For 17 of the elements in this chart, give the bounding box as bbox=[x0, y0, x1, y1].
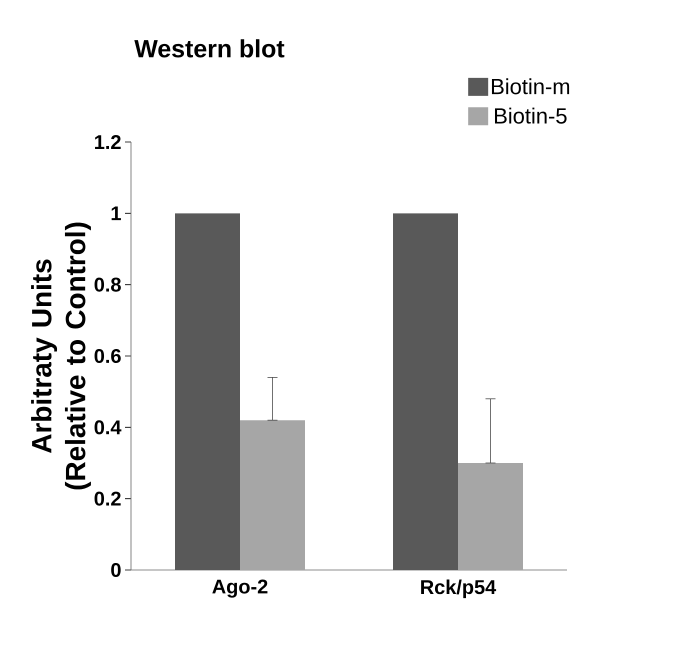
legend-label: Biotin-m bbox=[492, 78, 570, 94]
bar bbox=[393, 213, 458, 570]
y-tick-label: 0.6 bbox=[94, 348, 121, 364]
y-tick-label: 0.8 bbox=[94, 278, 121, 292]
y-tick-label: 0.4 bbox=[94, 420, 122, 434]
y-tick-label: 1.2 bbox=[95, 135, 121, 149]
y-tick-label: 0 bbox=[111, 562, 121, 578]
x-tick-label: Rck/p54 bbox=[421, 580, 496, 598]
bar bbox=[240, 420, 306, 570]
legend-label: Biotin-5 bbox=[494, 108, 567, 124]
y-axis-title: Arbitraty Units (Relative to Control) bbox=[31, 222, 91, 490]
y-tick-label: 0.2 bbox=[94, 492, 121, 506]
bar bbox=[175, 213, 240, 570]
chart-title: Western blot bbox=[134, 39, 284, 58]
bar bbox=[458, 462, 524, 570]
x-tick-label: Ago-2 bbox=[212, 580, 268, 598]
y-tick-label: 1 bbox=[112, 206, 121, 220]
